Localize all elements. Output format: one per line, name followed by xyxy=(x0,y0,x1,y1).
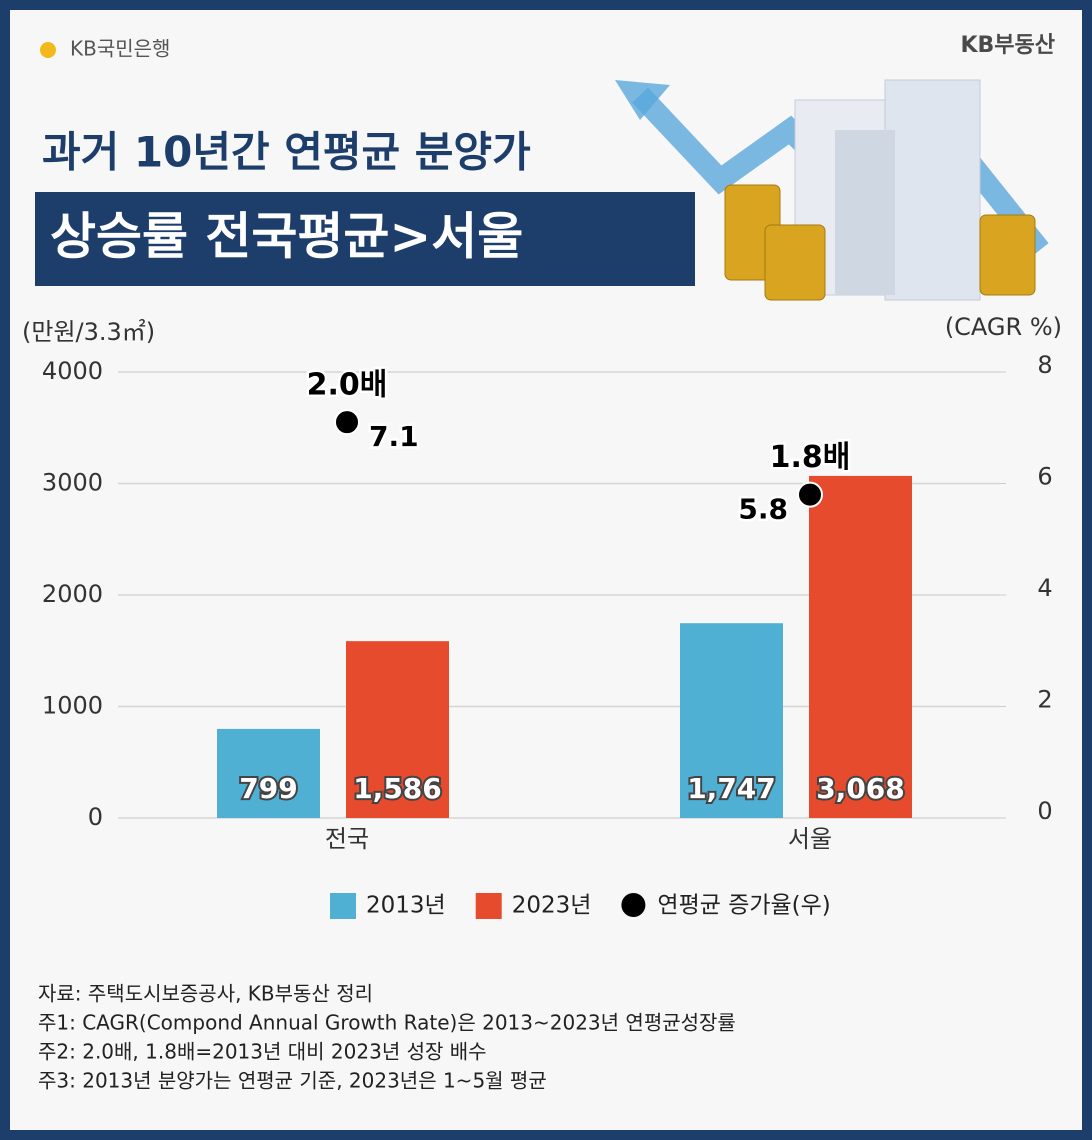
logo-right: KB부동산 xyxy=(960,33,1055,58)
decoration xyxy=(615,79,1049,301)
x-tick-label: 전국 xyxy=(325,825,369,853)
bar-value-label: 799 xyxy=(239,772,297,805)
y-tick-label: 1000 xyxy=(42,692,103,720)
chart-title: 과거 10년간 연평균 분양가 xyxy=(42,128,531,177)
y2-tick-label: 6 xyxy=(1037,463,1052,491)
legend-swatch xyxy=(330,893,356,919)
y-tick-label: 0 xyxy=(88,803,103,831)
cagr-label: 5.8 xyxy=(738,493,788,526)
bar-value-label: 1,586 xyxy=(353,772,442,805)
annotation: 1.8배 xyxy=(770,440,851,475)
y2-tick-label: 0 xyxy=(1037,797,1052,825)
legend-marker xyxy=(621,893,646,917)
bar xyxy=(346,641,449,818)
legend-swatch xyxy=(475,893,502,919)
logo-icon xyxy=(40,42,56,58)
y-axis-label: (만원/3.3㎡) xyxy=(22,318,155,346)
chart-subtitle: 상승률 전국평균>서울 xyxy=(50,208,523,266)
x-tick-label: 서울 xyxy=(788,825,832,853)
legend-label: 2023년 xyxy=(512,893,592,919)
footnote: 자료: 주택도시보증공사, KB부동산 정리 xyxy=(38,982,373,1006)
cagr-point xyxy=(334,409,360,436)
cagr-label: 7.1 xyxy=(369,420,419,453)
y2-axis-label: (CAGR %) xyxy=(945,313,1062,341)
bar-value-label: 1,747 xyxy=(687,772,776,805)
footnote: 주1: CAGR(Compond Annual Growth Rate)은 20… xyxy=(38,1011,736,1035)
logo-left: KB국민은행 xyxy=(70,37,170,61)
bar xyxy=(217,728,320,818)
bar xyxy=(809,475,912,818)
subtitle-band xyxy=(35,192,695,286)
legend-label: 2013년 xyxy=(366,893,446,919)
footnote: 주3: 2013년 분양가는 연평균 기준, 2023년은 1~5월 평균 xyxy=(38,1069,547,1093)
y2-tick-label: 8 xyxy=(1037,351,1052,379)
cagr-point xyxy=(797,481,823,508)
footnote: 주2: 2.0배, 1.8배=2013년 대비 2023년 성장 배수 xyxy=(38,1040,487,1064)
bar-value-label: 3,068 xyxy=(816,772,905,805)
y-tick-label: 2000 xyxy=(42,580,103,608)
y-tick-label: 3000 xyxy=(42,469,103,497)
y-tick-label: 4000 xyxy=(42,357,103,385)
y2-tick-label: 2 xyxy=(1037,686,1052,714)
annotation: 2.0배 xyxy=(307,368,388,403)
bar xyxy=(680,623,783,818)
y2-tick-label: 4 xyxy=(1037,574,1052,602)
legend-label: 연평균 증가율(우) xyxy=(657,893,830,919)
